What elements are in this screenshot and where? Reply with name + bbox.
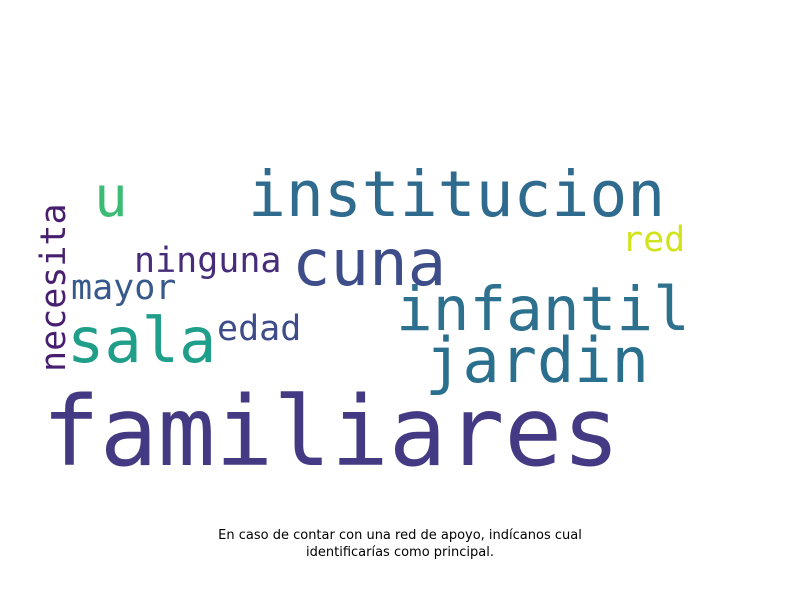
caption-line-1: En caso de contar con una red de apoyo, … xyxy=(218,528,582,543)
figure-caption: En caso de contar con una red de apoyo, … xyxy=(150,527,650,561)
word-familiares: familiares xyxy=(42,376,620,488)
word-mayor: mayor xyxy=(71,268,177,308)
word-jardin: jardin xyxy=(425,324,649,397)
word-cloud: familiares institucion jardin infantil c… xyxy=(34,158,690,488)
word-u: u xyxy=(94,165,128,230)
word-necesita: necesita xyxy=(34,203,74,372)
word-ninguna: ninguna xyxy=(134,241,282,281)
word-sala: sala xyxy=(67,304,217,377)
caption-line-2: identificarías como principal. xyxy=(306,545,494,560)
word-red: red xyxy=(622,220,686,260)
word-institucion: institucion xyxy=(248,158,666,231)
word-edad: edad xyxy=(217,309,302,349)
word-cuna: cuna xyxy=(292,227,447,301)
word-infantil: infantil xyxy=(396,274,690,345)
